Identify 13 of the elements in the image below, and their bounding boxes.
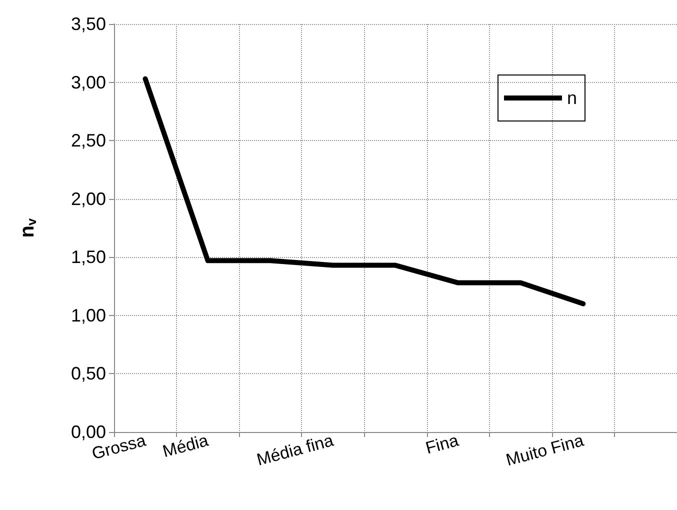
y-tick-label: 3,50 [70, 14, 106, 34]
y-tick-label: 2,00 [70, 188, 106, 209]
y-tick-label: 2,50 [70, 130, 106, 151]
x-tick-label: Média [160, 430, 211, 462]
x-tick-label: Média fina [254, 430, 336, 470]
y-tick-label: 1,50 [70, 247, 106, 268]
y-tick-label: 3,00 [70, 72, 106, 92]
x-tick-label: Fina [424, 430, 462, 458]
x-tick-label: Muito Fina [504, 430, 586, 470]
y-tick-label: 0,50 [70, 364, 106, 384]
legend-label: n [566, 88, 578, 108]
y-axis-title: nv [16, 218, 39, 238]
y-tick-label: 1,00 [70, 305, 106, 326]
